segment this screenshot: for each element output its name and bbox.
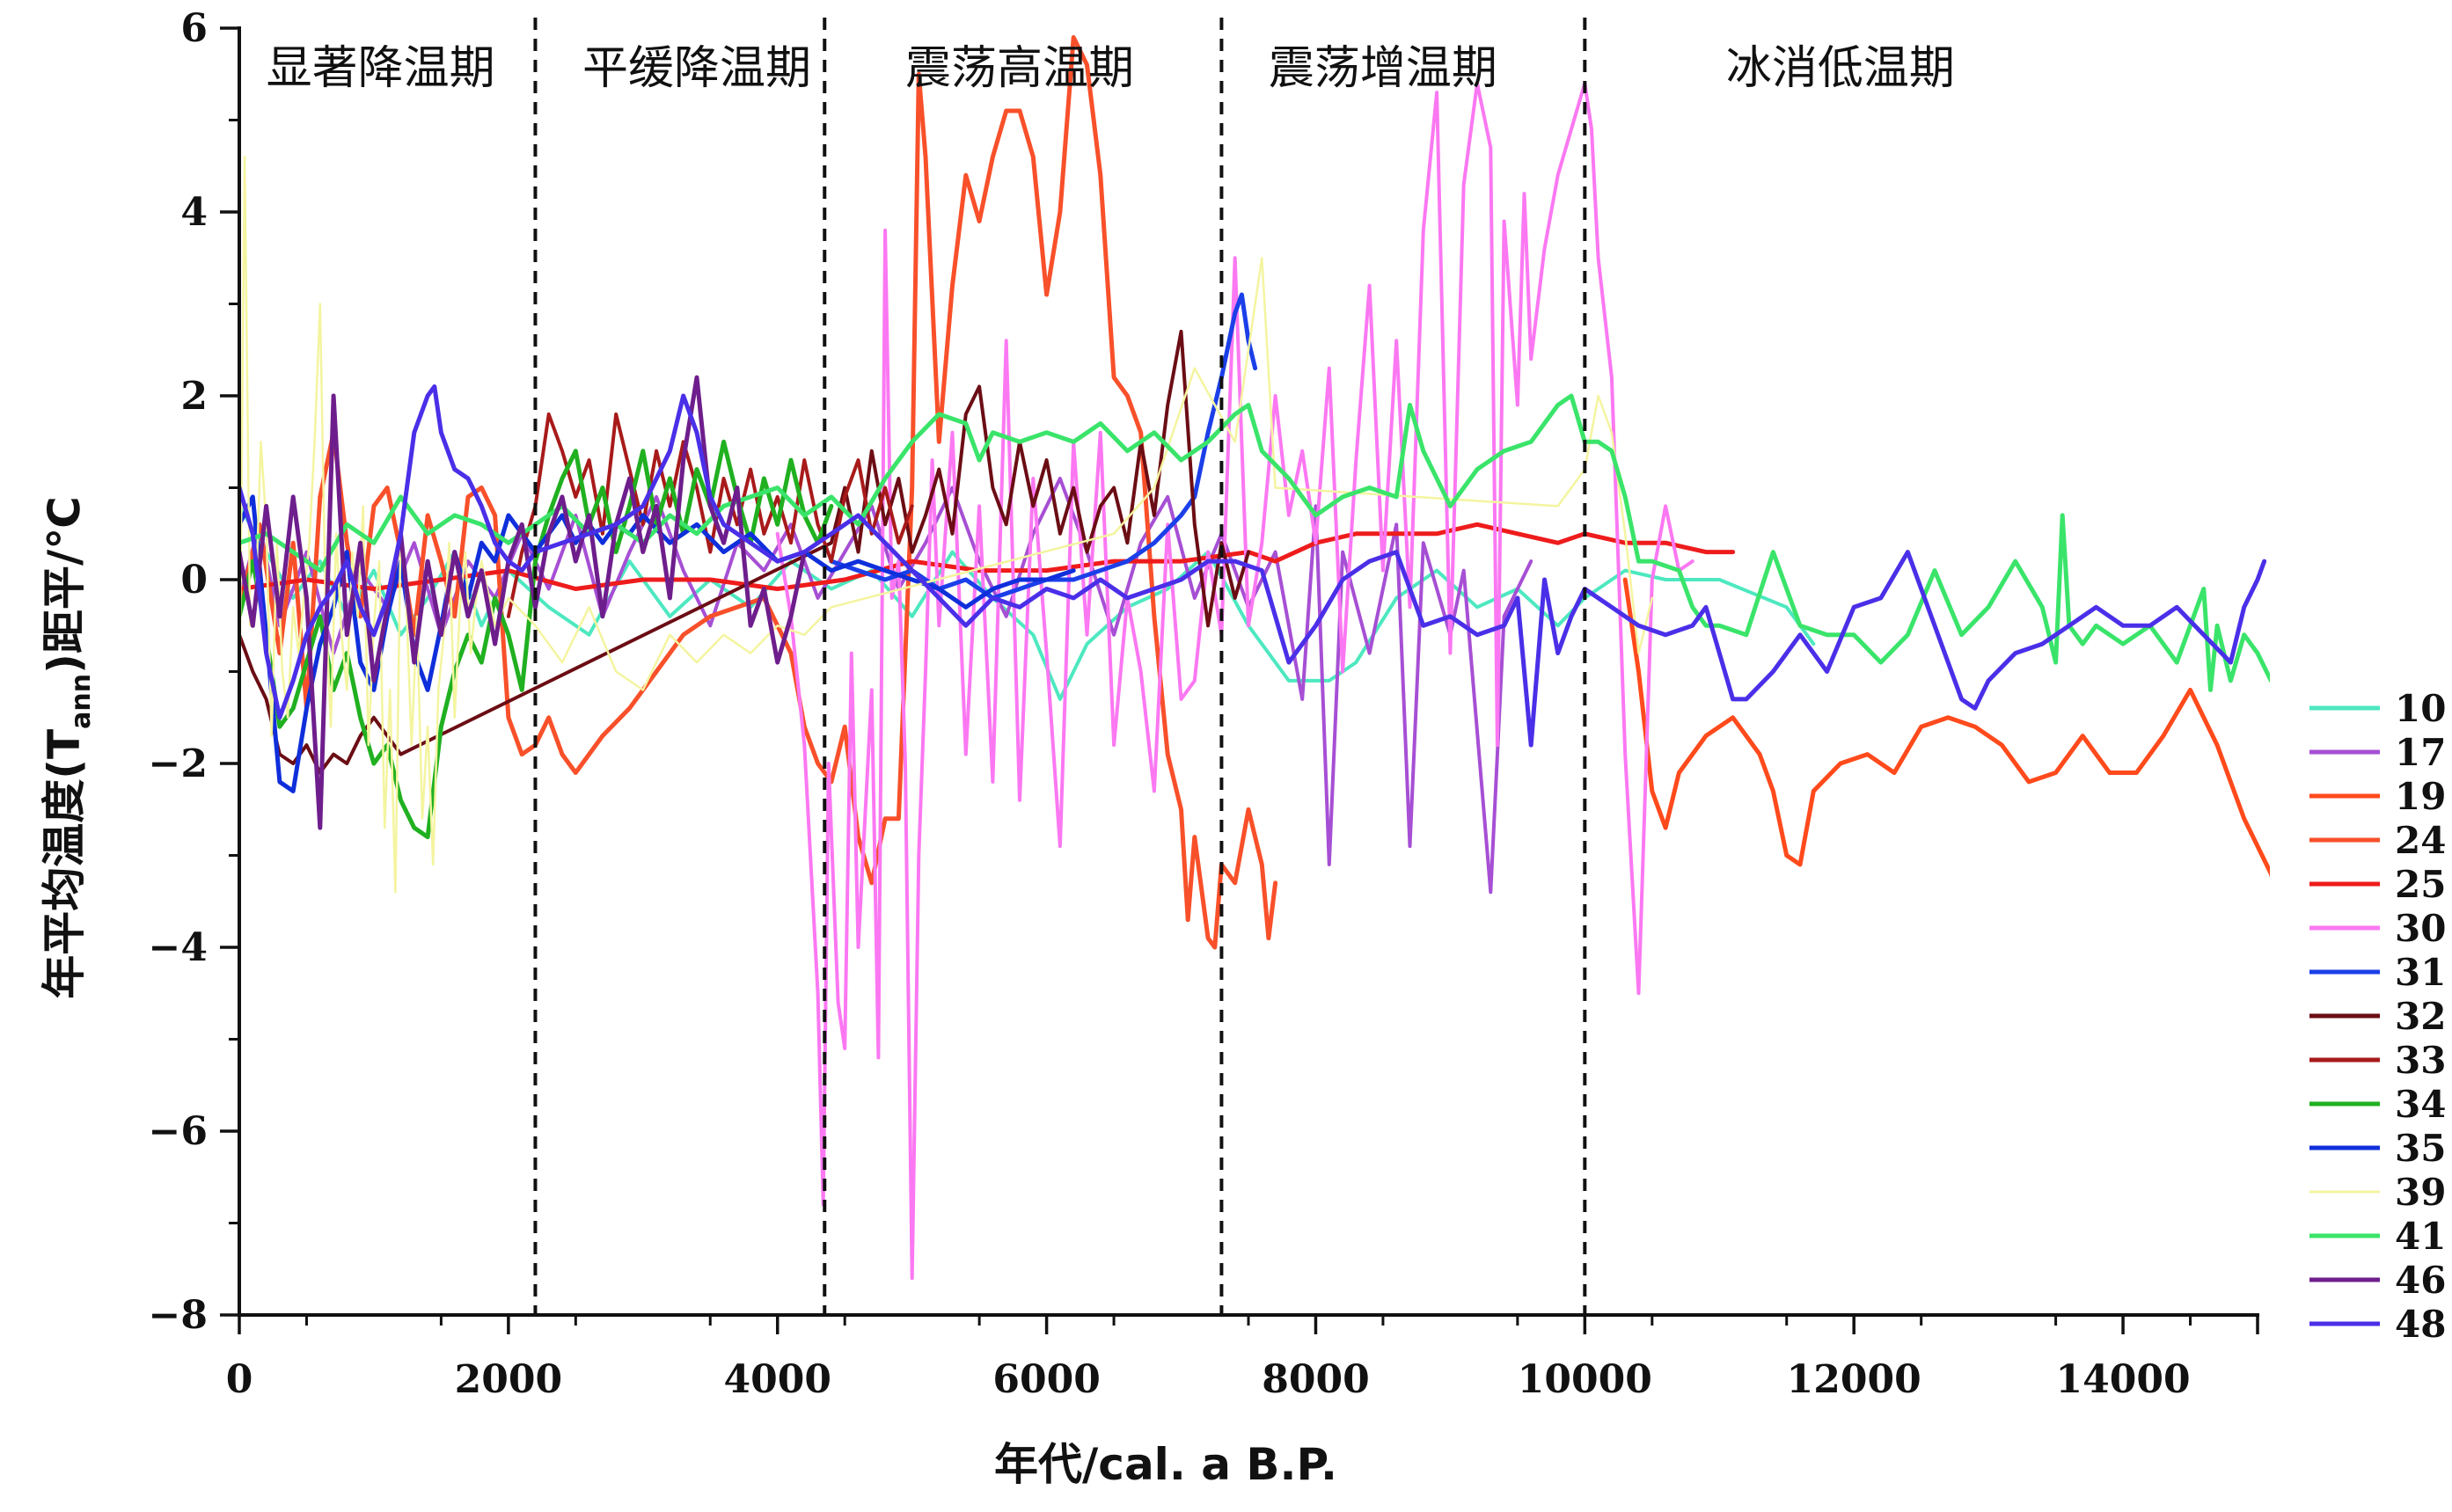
period-label-4: 震荡增温期 [1269, 42, 1497, 95]
series-line-25 [239, 522, 1736, 591]
legend-label-48: 48 [2395, 1303, 2446, 1346]
legend-label-46: 46 [2395, 1259, 2446, 1302]
y-tick-label--6: −6 [149, 1109, 208, 1154]
period-label-2: 平缓降温期 [582, 42, 811, 95]
period-label-3: 震荡高温期 [905, 42, 1134, 95]
series-layer [239, 35, 2270, 1281]
y-tick-label--8: −8 [149, 1293, 208, 1338]
legend-label-17: 17 [2395, 731, 2446, 774]
legend-label-33: 33 [2395, 1039, 2446, 1082]
y-axis-title-subscript: ann [66, 674, 97, 729]
series-line-24 [239, 35, 1278, 950]
x-tick-label-2000: 2000 [455, 1357, 562, 1402]
y-tick-label-6: 6 [180, 6, 208, 51]
legend-label-35: 35 [2395, 1127, 2446, 1170]
legend-label-30: 30 [2395, 907, 2446, 950]
legend-label-19: 19 [2395, 775, 2446, 818]
y-tick-label-2: 2 [180, 374, 208, 419]
x-tick-label-14000: 14000 [2056, 1357, 2191, 1402]
series-line-33 [506, 412, 914, 618]
legend-label-32: 32 [2395, 995, 2446, 1038]
x-axis-title: 年代/cal. a B.P. [994, 1439, 1337, 1490]
legend-label-24: 24 [2395, 819, 2446, 862]
y-tick-label-4: 4 [180, 190, 208, 235]
series-line-32 [239, 329, 1250, 775]
series-line-34 [239, 439, 834, 840]
legend-label-25: 25 [2395, 863, 2446, 906]
y-axis-title-suffix: )距平/℃ [39, 496, 90, 674]
legend-label-39: 39 [2395, 1171, 2446, 1214]
series-line-48 [239, 384, 2267, 748]
y-tick-label--2: −2 [149, 741, 208, 786]
period-layer: 显著降温期 平缓降温期 震荡高温期 震荡增温期 冰消低温期 [267, 18, 1955, 1315]
x-tick-label-0: 0 [226, 1357, 253, 1402]
series-line-46 [239, 375, 807, 830]
x-tick-label-10000: 10000 [1518, 1357, 1652, 1402]
legend-label-31: 31 [2395, 951, 2446, 994]
x-tick-label-4000: 4000 [723, 1357, 831, 1402]
period-label-5: 冰消低温期 [1726, 42, 1955, 95]
x-tick-label-8000: 8000 [1262, 1357, 1369, 1402]
y-axis-title: 年平均温度(Tann)距平/℃ [39, 496, 97, 999]
axes-layer: −8 −6 −4 −2 0 2 4 6 0 2000 4000 6000 8000 10000 12000 1… [149, 6, 2259, 1402]
series-line-19 [1622, 577, 2270, 878]
x-tick-label-12000: 12000 [1787, 1357, 1921, 1402]
legend-label-34: 34 [2395, 1083, 2446, 1126]
period-label-1: 显著降温期 [267, 42, 495, 95]
y-axis-title-main: 年平均温度(T [39, 729, 90, 999]
y-tick-label-0: 0 [180, 558, 208, 603]
legend-label-41: 41 [2395, 1215, 2446, 1258]
y-tick-label--4: −4 [149, 925, 208, 970]
x-tick-label-6000: 6000 [992, 1357, 1100, 1402]
series-line-39 [239, 156, 1654, 894]
legend-label-10: 10 [2395, 687, 2446, 730]
